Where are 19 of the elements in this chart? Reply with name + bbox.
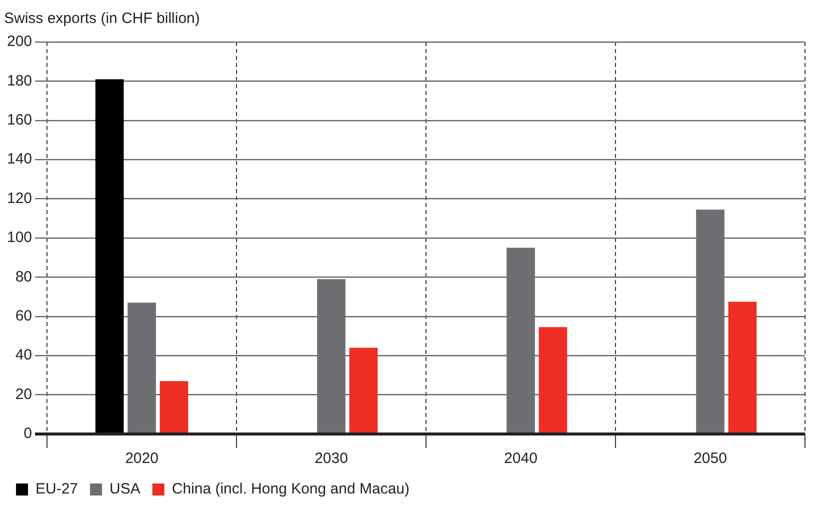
y-tick-label: 120 bbox=[6, 190, 32, 207]
x-tick-label: 2050 bbox=[694, 450, 727, 468]
legend-label: EU-27 bbox=[36, 480, 78, 498]
chart-title: Swiss exports (in CHF billion) bbox=[4, 10, 200, 28]
y-tick-label: 80 bbox=[15, 268, 32, 286]
y-tick-label: 100 bbox=[6, 229, 32, 246]
x-tick-label: 2030 bbox=[314, 450, 348, 468]
y-tick-label: 200 bbox=[6, 33, 32, 50]
legend-label: China (incl. Hong Kong and Macau) bbox=[172, 480, 410, 498]
x-tick-label: 2020 bbox=[125, 450, 158, 468]
y-tick-label: 180 bbox=[6, 72, 32, 90]
y-tick-label: 0 bbox=[24, 425, 32, 442]
y-tick-label: 40 bbox=[15, 346, 32, 364]
y-tick-label: 140 bbox=[6, 150, 32, 168]
y-tick-label: 160 bbox=[6, 112, 32, 129]
x-tick-label: 2040 bbox=[504, 450, 538, 468]
y-tick-label: 20 bbox=[15, 386, 32, 403]
y-tick-label: 60 bbox=[15, 308, 32, 325]
legend-label: USA bbox=[110, 480, 140, 498]
